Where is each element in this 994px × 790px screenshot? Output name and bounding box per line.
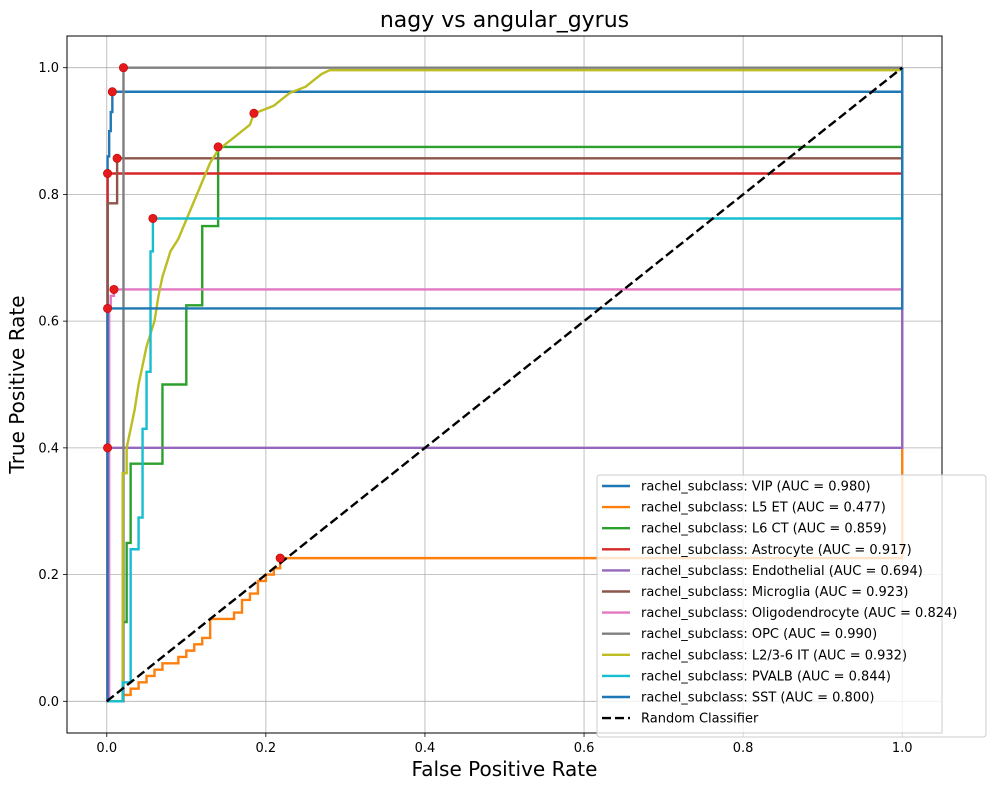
chart-title: nagy vs angular_gyrus — [380, 8, 629, 33]
legend-label: rachel_subclass: L6 CT (AUC = 0.859) — [641, 522, 887, 537]
threshold-marker-6 — [109, 284, 119, 294]
series-line-9 — [106, 67, 904, 703]
legend-label: rachel_subclass: Astrocyte (AUC = 0.917) — [641, 543, 912, 558]
x-tick-label: 0.2 — [256, 741, 277, 756]
threshold-marker-4 — [103, 443, 113, 453]
threshold-marker-8 — [249, 108, 259, 118]
legend-frame — [596, 474, 987, 738]
legend-label: rachel_subclass: Oligodendrocyte (AUC = … — [641, 606, 957, 621]
legend-label: rachel_subclass: Endothelial (AUC = 0.69… — [641, 564, 923, 579]
plot-frame — [66, 35, 943, 734]
y-tick-label: 0.2 — [38, 568, 59, 583]
threshold-marker-1 — [275, 553, 285, 563]
tick-layer: 0.0 0.2 0.4 0.6 0.8 1.0 0.0 0.2 0.4 0.6 0.8 1.0 — [38, 61, 912, 756]
marker-layer — [103, 63, 285, 563]
random-classifier-line — [106, 66, 903, 703]
x-tick-label: 0.4 — [415, 741, 436, 756]
x-tick-label: 1.0 — [892, 741, 913, 756]
y-axis-title: True Positive Rate — [5, 295, 29, 474]
series-line-6 — [106, 67, 904, 703]
y-tick-label: 0.0 — [38, 695, 59, 710]
y-tick-label: 0.8 — [38, 188, 59, 203]
legend-label: rachel_subclass: L5 ET (AUC = 0.477) — [641, 501, 886, 516]
threshold-marker-10 — [103, 303, 113, 313]
legend-label: rachel_subclass: Microglia (AUC = 0.923) — [641, 585, 908, 600]
legend: rachel_subclass: VIP (AUC = 0.980) rachel… — [596, 474, 987, 738]
threshold-marker-2 — [213, 142, 223, 152]
threshold-marker-5 — [112, 153, 122, 163]
x-tick-label: 0.6 — [574, 741, 595, 756]
legend-label: rachel_subclass: VIP (AUC = 0.980) — [641, 480, 871, 495]
series-line-8 — [106, 69, 903, 703]
series-line-1 — [106, 67, 904, 703]
x-tick-label: 0.8 — [733, 741, 754, 756]
legend-label: rachel_subclass: SST (AUC = 0.800) — [641, 691, 874, 706]
threshold-marker-3 — [103, 168, 113, 178]
legend-label: Random Classifier — [641, 712, 759, 727]
x-axis-title: False Positive Rate — [412, 757, 598, 781]
y-tick-label: 0.6 — [38, 315, 59, 330]
threshold-marker-9 — [148, 213, 158, 223]
series-line-2 — [106, 67, 904, 703]
legend-label: rachel_subclass: PVALB (AUC = 0.844) — [641, 669, 891, 684]
threshold-marker-7 — [118, 63, 128, 73]
y-tick-label: 0.4 — [38, 441, 59, 456]
y-tick-label: 1.0 — [38, 61, 59, 76]
legend-label: rachel_subclass: OPC (AUC = 0.990) — [641, 627, 877, 642]
threshold-marker-0 — [107, 87, 117, 97]
x-tick-label: 0.0 — [96, 741, 117, 756]
legend-label: rachel_subclass: L2/3-6 IT (AUC = 0.932) — [641, 648, 907, 663]
